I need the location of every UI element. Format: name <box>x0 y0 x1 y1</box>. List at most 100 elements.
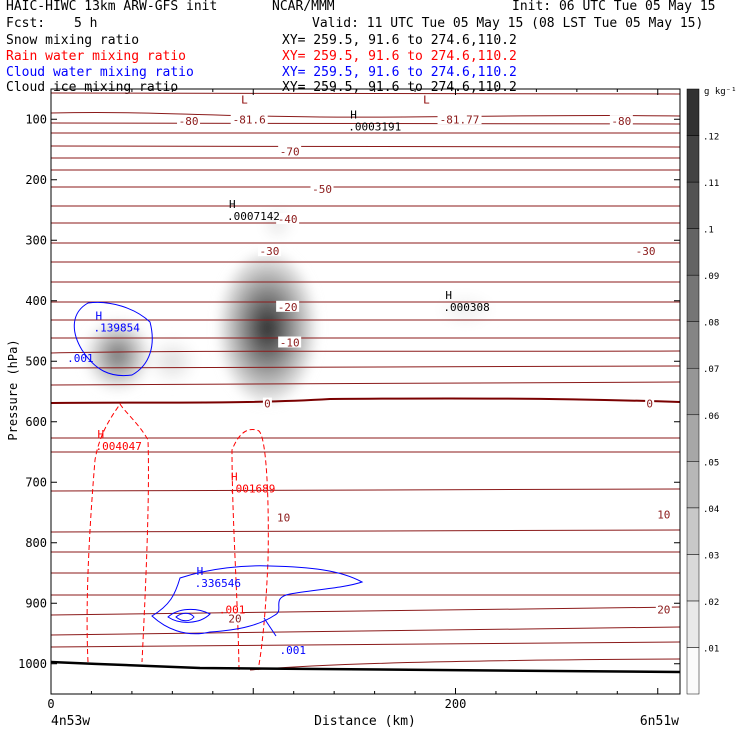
y-tick-label: 900 <box>25 596 47 610</box>
colorbar-tick-label: .01 <box>703 644 719 654</box>
extremum-marker: H <box>229 198 236 211</box>
colorbar: .01 .02 .03 .04 .05 .06 .07 .08 .09 .1 .11 .12 <box>686 88 719 695</box>
isotherm-line <box>51 488 680 492</box>
colorbar-tick-label: .03 <box>703 551 719 561</box>
isotherm-label: -10 <box>280 336 300 349</box>
isotherm-label-bg <box>262 397 272 409</box>
field-name-cloudwater: Cloud water mixing ratio <box>6 65 194 80</box>
extremum-value: .001 <box>219 603 246 616</box>
terrain-line <box>50 660 681 674</box>
isotherm-label: 0 <box>264 398 271 411</box>
colorbar-segment <box>686 228 700 276</box>
colorbar-tick-label: .1 <box>703 226 714 236</box>
y-tick-label: 300 <box>25 233 47 247</box>
rain-contour <box>231 428 269 671</box>
cloudwater-contour <box>175 612 195 622</box>
isotherm-line <box>249 658 680 671</box>
field-name-snow: Snow mixing ratio <box>6 33 140 48</box>
valid-time: Valid: 11 UTC Tue 05 May 15 (08 LST Tue … <box>312 16 704 31</box>
isotherm-label: 10 <box>657 508 670 521</box>
isotherm-label-bg <box>276 300 300 312</box>
isotherm-label: -81.6 <box>233 113 266 126</box>
colorbar-segment <box>686 135 700 183</box>
extremum-marker: L <box>241 93 248 106</box>
colorbar-tick-label: .06 <box>703 412 719 422</box>
fcst-value: 5 h <box>74 16 98 31</box>
annotations: -80 -81.6 -81.77 -80 -70 -50 -40 -30 -30 -20 -10 0 0… <box>67 93 672 657</box>
field-xy-rain: XY= 259.5, 91.6 to 274.6,110.2 <box>282 49 517 64</box>
isotherm-label-bg <box>276 213 300 225</box>
colorbar-unit: g kg⁻¹ <box>704 87 737 97</box>
extremum-value: .0007142 <box>227 210 280 223</box>
extremum-value: .001 <box>280 644 307 657</box>
extremum-value: .139854 <box>93 321 140 334</box>
extremum-marker: L <box>423 93 430 106</box>
colorbar-tick-label: .11 <box>703 179 719 189</box>
colorbar-segment <box>686 507 700 555</box>
y-tick-label: 200 <box>25 173 47 187</box>
cloudwater-contour <box>263 617 277 637</box>
isotherm-label-bg <box>634 245 658 257</box>
colorbar-segment <box>686 600 700 648</box>
extremum-marker: H <box>445 289 452 302</box>
y-axis-title: Pressure (hPa) <box>6 339 20 440</box>
isotherm-label: 20 <box>228 612 241 625</box>
y-tick-label: 600 <box>25 415 47 429</box>
x-tick-label: 0 <box>47 697 54 711</box>
colorbar-tick-label: .05 <box>703 458 719 468</box>
isotherm-line <box>51 122 680 125</box>
isotherm-line <box>51 381 680 386</box>
y-tick-label: 700 <box>25 475 47 489</box>
isotherm-line <box>51 350 680 354</box>
isotherm-label: -80 <box>179 115 199 128</box>
isotherm-label-bg <box>230 113 268 125</box>
rain-contour <box>86 403 149 663</box>
field-xy-cloudice: XY= 259.5, 91.6 to 274.6,110.2 <box>282 80 517 95</box>
isotherm-label-bg <box>655 603 672 615</box>
field-name-cloudice: Cloud ice mixing ratio <box>6 80 179 95</box>
y-tick-label: 500 <box>25 354 47 368</box>
extremum-marker: H <box>350 108 357 121</box>
isotherm-line <box>51 112 680 118</box>
x-right-endpoint: 6n51w <box>640 714 679 729</box>
cloudwater-contours <box>73 301 364 637</box>
isotherm-label-bg <box>257 245 281 257</box>
isotherm-label: -80 <box>611 115 631 128</box>
extremum-value: .336546 <box>195 577 241 590</box>
colorbar-segment <box>686 647 700 695</box>
x-left-endpoint: 4n53w <box>51 714 90 729</box>
colorbar-tick-label: .04 <box>703 505 719 515</box>
init-time: Init: 06 UTC Tue 05 May 15 <box>512 0 716 14</box>
isotherm-label: -20 <box>278 301 298 314</box>
snow-shade-ellipse <box>111 348 124 362</box>
isotherm-line <box>51 606 680 616</box>
y-tick-label: 400 <box>25 294 47 308</box>
isotherm-label-bg <box>645 397 655 409</box>
colorbar-segment <box>686 414 700 462</box>
extremum-value: .004047 <box>95 440 141 453</box>
x-axis-title: Distance (km) <box>314 714 416 729</box>
isotherm-label-bg <box>278 336 302 348</box>
isotherm-line <box>51 92 680 95</box>
field-name-rain: Rain water mixing ratio <box>6 49 187 64</box>
colorbar-tick-label: .08 <box>703 319 719 329</box>
isotherm-label: -30 <box>259 245 279 258</box>
colorbar-segment <box>686 88 700 136</box>
isotherm-label-bg <box>655 508 672 520</box>
isotherm-label: -70 <box>280 145 300 158</box>
snow-shade-ellipse <box>258 313 277 343</box>
y-tick-label: 800 <box>25 536 47 550</box>
snow-shade-ellipse <box>167 357 177 366</box>
cloudwater-contour <box>151 565 364 635</box>
extremum-value: .001 <box>67 352 94 365</box>
isotherm-label-bg <box>177 115 201 127</box>
isotherm-label: 10 <box>277 511 290 524</box>
plot-frame <box>50 88 681 695</box>
extremum-value: .000308 <box>443 301 489 314</box>
chart-title: HAIC-HIWC 13km ARW-GFS init <box>6 0 218 14</box>
extremum-marker: H <box>197 565 204 578</box>
field-xy-cloudwater: XY= 259.5, 91.6 to 274.6,110.2 <box>282 65 517 80</box>
extremum-value: .0003191 <box>348 120 401 133</box>
extremum-marker: H <box>97 428 104 441</box>
